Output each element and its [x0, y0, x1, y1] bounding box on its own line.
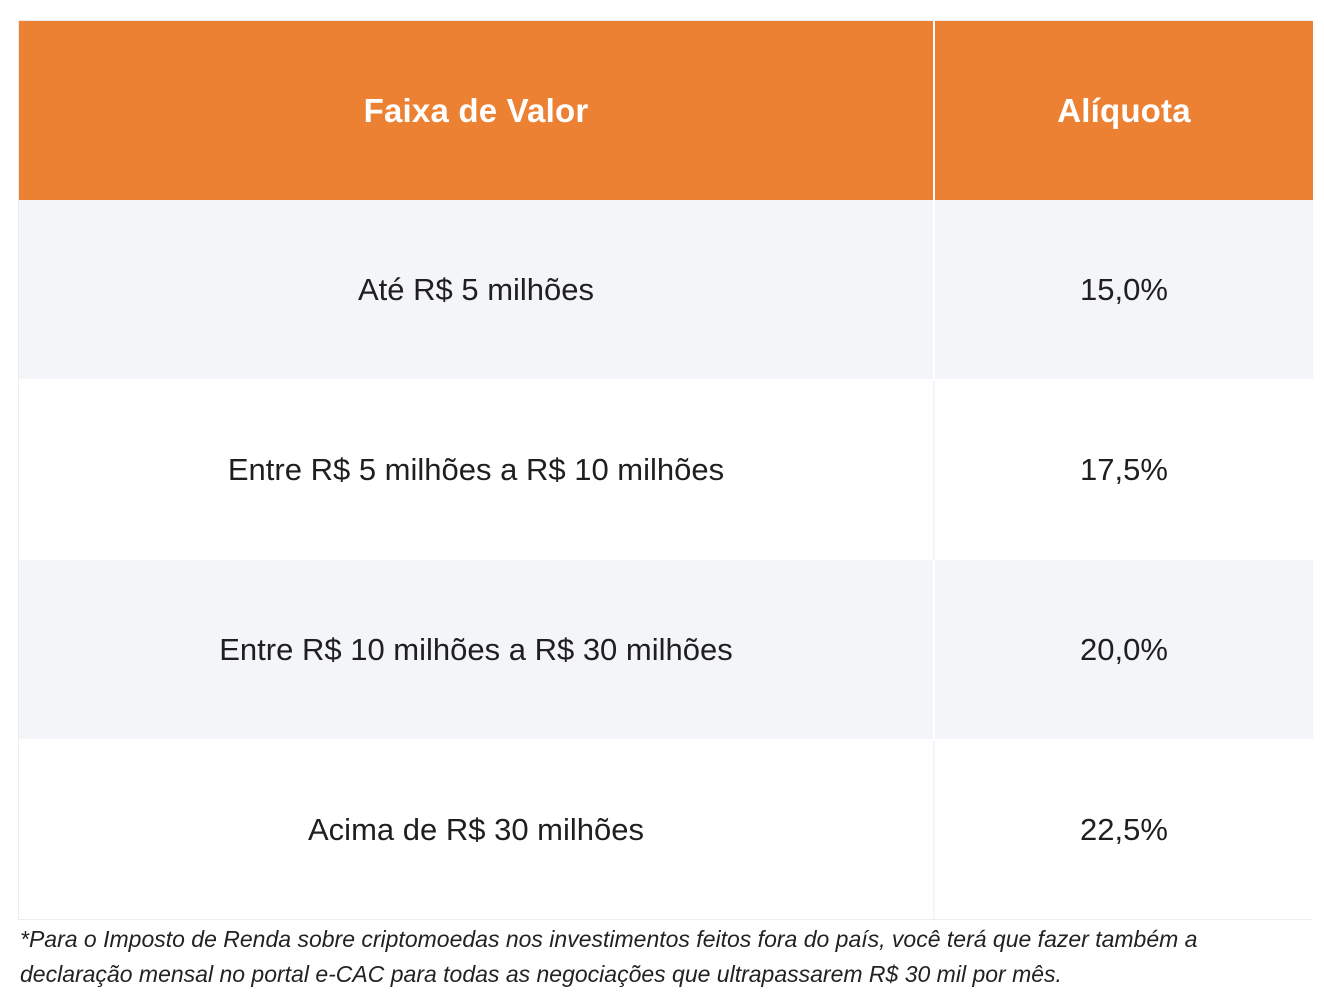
- table-row: Acima de R$ 30 milhões 22,5%: [19, 739, 1313, 919]
- cell-range: Entre R$ 5 milhões a R$ 10 milhões: [19, 379, 935, 560]
- cell-range: Entre R$ 10 milhões a R$ 30 milhões: [19, 559, 935, 740]
- cell-rate: 15,0%: [934, 200, 1313, 380]
- cell-range: Até R$ 5 milhões: [19, 200, 935, 380]
- tax-table: Faixa de Valor Alíquota Até R$ 5 milhões…: [19, 21, 1313, 919]
- cell-rate: 22,5%: [934, 739, 1313, 919]
- header-range: Faixa de Valor: [19, 21, 935, 200]
- table-header-row: Faixa de Valor Alíquota: [19, 21, 1313, 200]
- table-row: Entre R$ 5 milhões a R$ 10 milhões 17,5%: [19, 379, 1313, 560]
- cell-rate: 20,0%: [934, 559, 1313, 740]
- table-row: Entre R$ 10 milhões a R$ 30 milhões 20,0…: [19, 559, 1313, 740]
- cell-range: Acima de R$ 30 milhões: [19, 739, 935, 919]
- cell-rate: 17,5%: [934, 379, 1313, 560]
- footnote: *Para o Imposto de Renda sobre criptomoe…: [20, 926, 1198, 987]
- header-rate: Alíquota: [934, 21, 1313, 200]
- table-row: Até R$ 5 milhões 15,0%: [19, 200, 1313, 380]
- tax-rate-table: Faixa de Valor Alíquota Até R$ 5 milhões…: [18, 20, 1313, 920]
